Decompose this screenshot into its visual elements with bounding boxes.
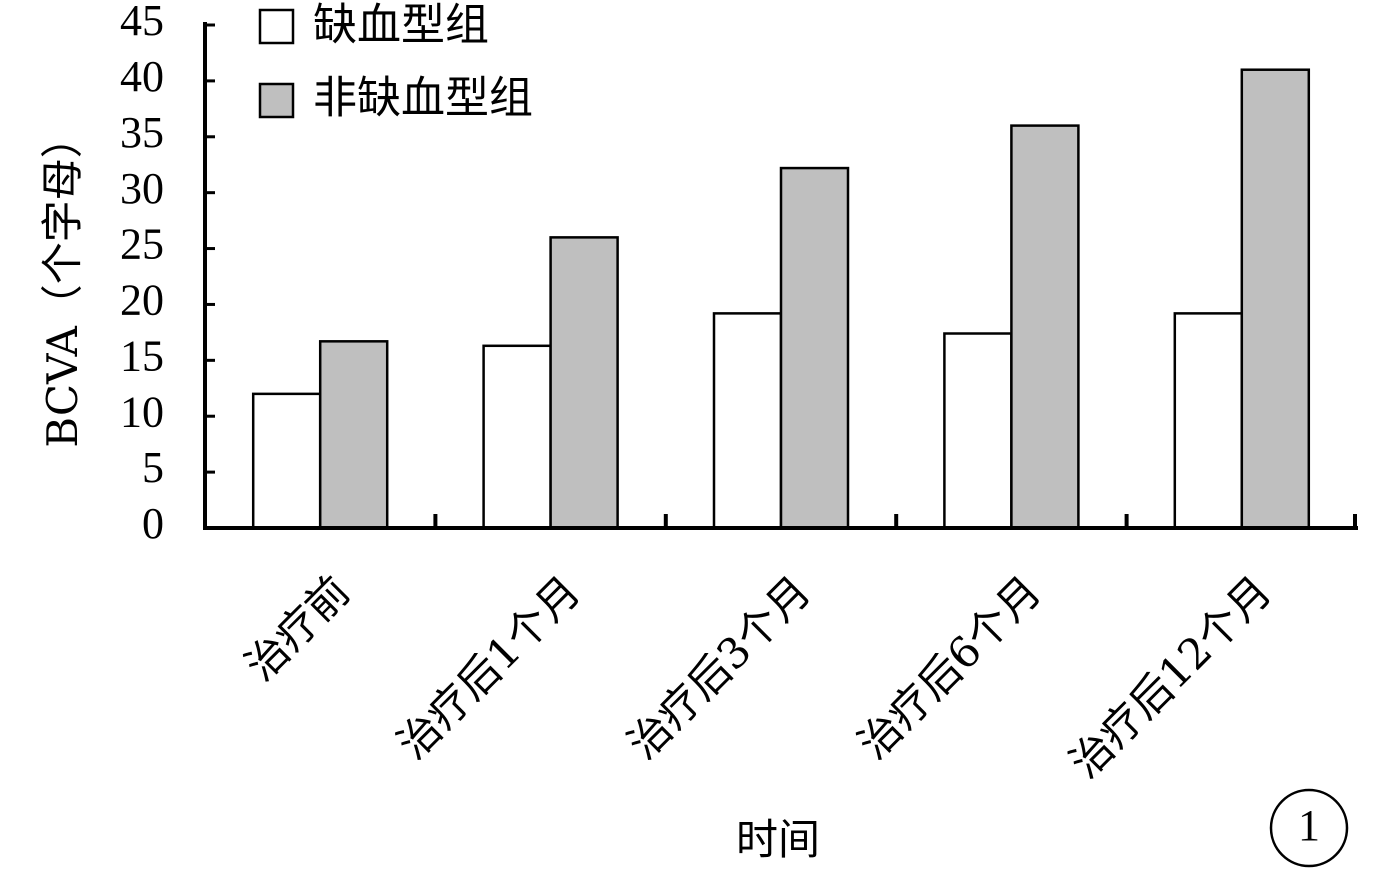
- bars-group: [251, 68, 1311, 530]
- bar-series-1-3: [712, 312, 783, 530]
- bar-series-1-2: [482, 344, 552, 530]
- y-tick-label: 15: [120, 331, 164, 380]
- bar-series-2-1: [318, 340, 389, 530]
- bar-series-2-2: [549, 236, 619, 530]
- y-ticks-group: 0 5 10 15 20 25 30 35 40 45: [120, 0, 215, 548]
- x-category-label: 治疗后1个月: [388, 566, 590, 768]
- panel-label-number: 1: [1298, 801, 1320, 850]
- category-labels-group: 治疗前 治疗后1个月 治疗后3个月 治疗后6个月 治疗后12个月: [236, 566, 1281, 787]
- panel-label-circle: [1269, 788, 1349, 868]
- legend-swatch-series-2: [258, 82, 295, 119]
- legend-swatch-series-1: [258, 8, 295, 45]
- bar-series-2-3: [779, 166, 850, 530]
- bar-series-2-5: [1240, 68, 1311, 530]
- legend: 缺血型组 非缺血型组: [258, 0, 533, 124]
- x-axis-title: 时间: [736, 815, 820, 864]
- x-category-label: 治疗后6个月: [848, 566, 1050, 768]
- x-category-label: 治疗后3个月: [618, 566, 820, 768]
- y-tick-label: 5: [142, 443, 164, 492]
- y-tick-label: 10: [120, 387, 164, 436]
- bar-series-1-5: [1173, 312, 1244, 530]
- x-ticks-group: [433, 514, 1357, 528]
- y-tick-label: 30: [120, 164, 164, 213]
- y-tick-label: 35: [120, 108, 164, 157]
- y-tick-label: 40: [120, 52, 164, 101]
- y-tick-label: 25: [120, 220, 164, 269]
- x-category-label: 治疗前: [236, 566, 360, 690]
- legend-label-series-2: 非缺血型组: [313, 73, 533, 124]
- bar-series-1-4: [943, 332, 1013, 530]
- legend-label-series-1: 缺血型组: [313, 0, 489, 51]
- y-tick-label: 20: [120, 276, 164, 325]
- bar-series-1-1: [251, 392, 322, 530]
- y-axis-title: BCVA（个字母）: [38, 116, 87, 448]
- x-category-label: 治疗后12个月: [1060, 566, 1281, 787]
- panel-label: 1: [1269, 788, 1349, 868]
- bar-series-2-4: [1010, 124, 1080, 530]
- y-tick-label: 0: [142, 499, 164, 548]
- y-tick-label: 45: [120, 0, 164, 45]
